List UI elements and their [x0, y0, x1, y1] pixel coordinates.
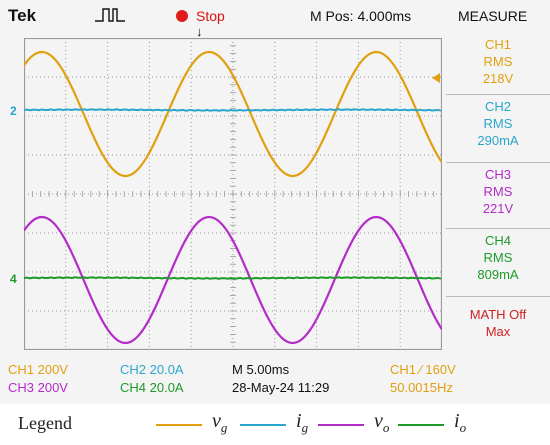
date-time-label: 28-May-24 11:29 [232, 380, 330, 395]
measure-ch4[interactable]: CH4 RMS 809mA [446, 232, 550, 283]
ch3-scale[interactable]: CH3 200V [8, 380, 68, 395]
measure-ch4-channel: CH4 [484, 233, 511, 248]
legend: Legend vg ig vo io [0, 404, 550, 445]
timebase-label[interactable]: M 5.00ms [232, 362, 290, 377]
run-state-label: Stop [196, 8, 225, 24]
legend-label-vg: vg [212, 410, 228, 435]
graticule [24, 38, 442, 350]
trigger-position-arrow-icon: ↓ [196, 24, 203, 39]
frequency-readout: 50.0015Hz [390, 380, 453, 395]
ch2-waveform [24, 108, 442, 112]
legend-label-ig: ig [296, 410, 309, 435]
measure-title: MEASURE [458, 8, 528, 24]
ch3-waveform [24, 215, 442, 345]
measure-ch4-type: RMS [483, 250, 513, 265]
ch2-ground-marker[interactable]: 2 [10, 104, 17, 118]
measure-ch2-value: 290mA [477, 133, 519, 148]
measure-ch2-type: RMS [483, 116, 513, 131]
measure-ch3-type: RMS [483, 184, 513, 199]
legend-label-vo: vo [374, 410, 390, 435]
ch4-ground-marker[interactable]: 4 [10, 272, 17, 286]
trigger-level-arrow-icon[interactable] [430, 72, 440, 84]
measure-ch1-channel: CH1 [484, 37, 511, 52]
brand-logo: Tek [8, 6, 37, 25]
ch1-waveform [24, 50, 442, 178]
trigger-pulse-icon [95, 8, 125, 22]
legend-line-ig [240, 424, 286, 426]
measure-math-channel: MATH Off [469, 307, 527, 322]
legend-label-io: io [454, 410, 467, 435]
legend-line-vo [318, 424, 364, 426]
measure-ch4-value: 809mA [477, 267, 519, 282]
oscilloscope-screen: Tek Stop M Pos: 4.000ms MEASURE ↓ 2 4 CH… [0, 0, 550, 404]
ch4-waveform [24, 276, 442, 280]
trigger-setting[interactable]: CH1 ⁄ 160V [390, 362, 456, 377]
horizontal-position: M Pos: 4.000ms [310, 8, 412, 24]
measure-ch1-value: 218V [482, 71, 514, 86]
status-bar: Tek Stop M Pos: 4.000ms MEASURE ↓ [0, 0, 550, 38]
measure-ch3-value: 221V [482, 201, 514, 216]
ch1-scale[interactable]: CH1 200V [8, 362, 68, 377]
legend-line-io [398, 424, 444, 426]
measure-math-type: Max [485, 324, 511, 339]
ch2-scale[interactable]: CH2 20.0A [120, 362, 184, 377]
measure-ch3[interactable]: CH3 RMS 221V [446, 166, 550, 217]
measure-math[interactable]: MATH Off Max [446, 306, 550, 340]
legend-title: Legend [18, 413, 72, 433]
measure-ch1-type: RMS [483, 54, 513, 69]
measure-ch3-channel: CH3 [484, 167, 511, 182]
ch4-scale[interactable]: CH4 20.0A [120, 380, 184, 395]
measure-ch1[interactable]: CH1 RMS 218V [446, 36, 550, 87]
stop-icon [176, 10, 188, 22]
measure-ch2[interactable]: CH2 RMS 290mA [446, 98, 550, 149]
legend-line-vg [156, 424, 202, 426]
measure-ch2-channel: CH2 [484, 99, 511, 114]
